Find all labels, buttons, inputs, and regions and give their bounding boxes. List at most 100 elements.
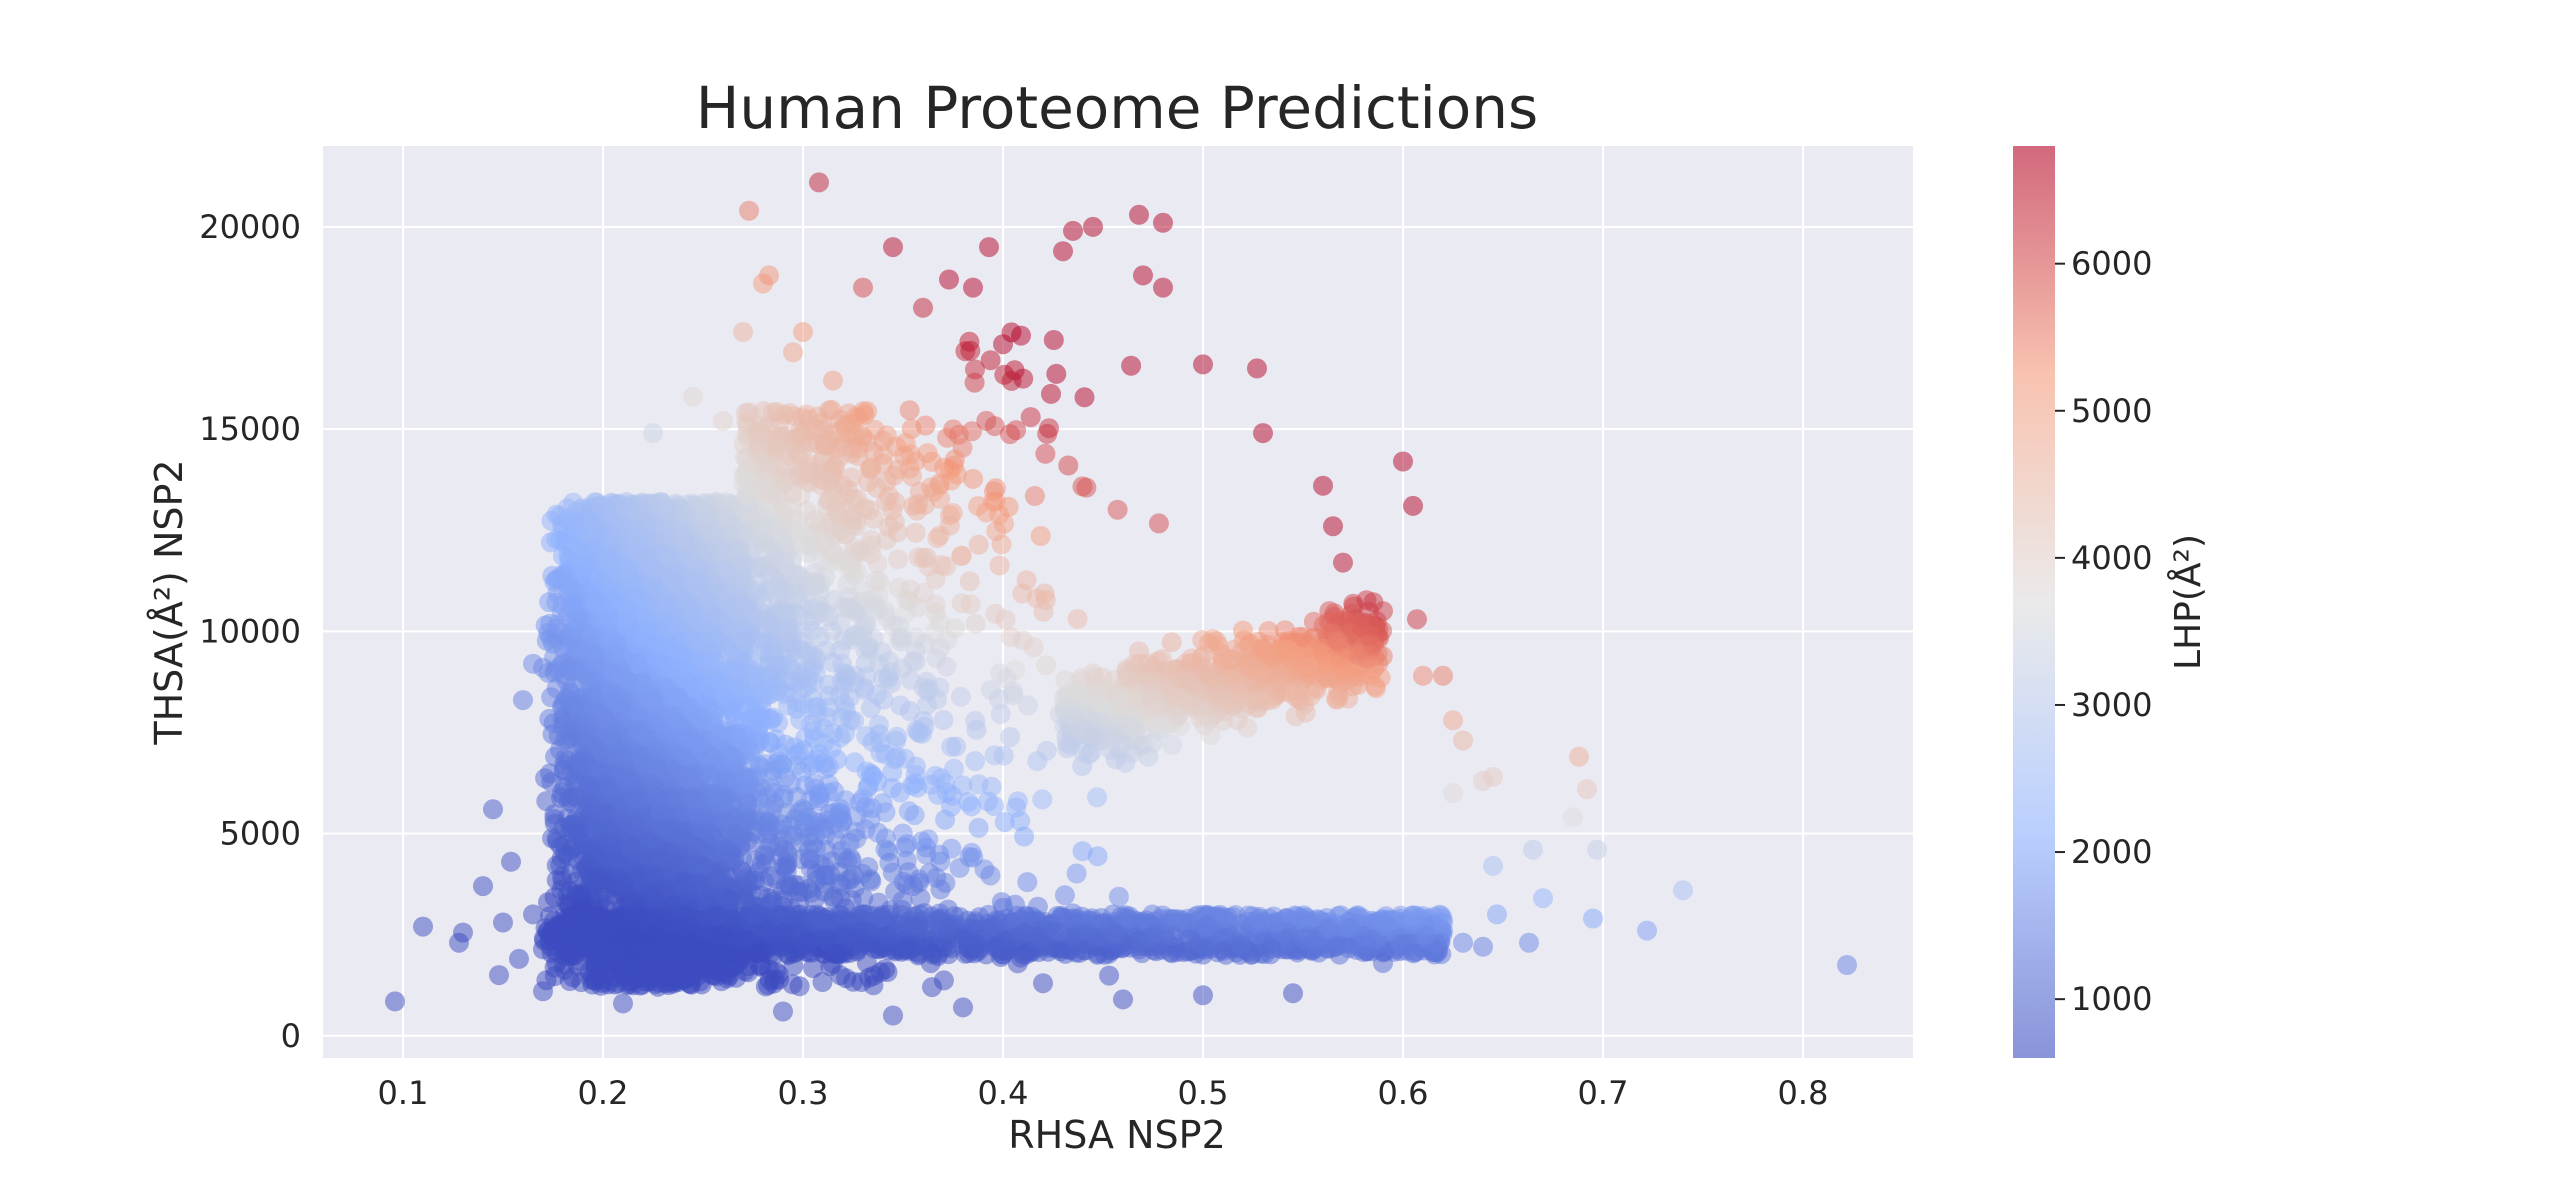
scatter-point bbox=[845, 424, 865, 444]
scatter-point bbox=[969, 535, 989, 555]
scatter-point bbox=[861, 544, 881, 564]
scatter-point bbox=[1087, 787, 1107, 807]
scatter-point bbox=[814, 462, 834, 482]
scatter-point bbox=[708, 576, 728, 596]
scatter-point bbox=[946, 737, 966, 757]
scatter-point bbox=[960, 571, 980, 591]
scatter-point bbox=[1017, 872, 1037, 892]
scatter-point bbox=[648, 492, 668, 512]
scatter-point bbox=[832, 812, 852, 832]
scatter-point bbox=[940, 516, 960, 536]
scatter-point bbox=[952, 546, 972, 566]
scatter-point bbox=[920, 863, 940, 883]
scatter-point bbox=[882, 500, 902, 520]
scatter-point bbox=[1021, 407, 1041, 427]
scatter-point bbox=[965, 711, 985, 731]
scatter-point bbox=[1014, 827, 1034, 847]
scatter-point bbox=[823, 724, 843, 744]
scatter-point bbox=[1032, 789, 1052, 809]
scatter-point bbox=[535, 768, 555, 788]
scatter-point bbox=[959, 332, 979, 352]
scatter-point bbox=[914, 583, 934, 603]
scatter-point bbox=[1036, 655, 1056, 675]
scatter-point bbox=[965, 751, 985, 771]
scatter-point bbox=[548, 614, 568, 634]
scatter-point bbox=[995, 812, 1015, 832]
scatter-point bbox=[1025, 486, 1045, 506]
scatter-point bbox=[1149, 513, 1169, 533]
scatter-point bbox=[985, 745, 1005, 765]
scatter-point bbox=[888, 522, 908, 542]
scatter-point bbox=[840, 833, 860, 853]
scatter-point bbox=[1013, 369, 1033, 389]
scatter-point bbox=[976, 411, 996, 431]
scatter-point bbox=[887, 727, 907, 747]
scatter-point bbox=[944, 759, 964, 779]
scatter-point bbox=[823, 652, 843, 672]
scatter-point bbox=[925, 766, 945, 786]
scatter-point bbox=[905, 773, 925, 793]
scatter-point bbox=[943, 419, 963, 439]
scatter-point bbox=[542, 511, 562, 531]
scatter-point bbox=[803, 672, 823, 692]
scatter-point bbox=[838, 870, 858, 890]
scatter-point bbox=[1058, 456, 1078, 476]
scatter-point bbox=[950, 858, 970, 878]
scatter-point bbox=[1024, 637, 1044, 657]
scatter-point bbox=[1044, 330, 1064, 350]
scatter-point bbox=[1031, 526, 1051, 546]
scatter-point bbox=[1000, 727, 1020, 747]
scatter-point bbox=[688, 735, 708, 755]
scatter-point bbox=[1035, 444, 1055, 464]
scatter-point bbox=[766, 729, 786, 749]
scatter-point bbox=[903, 496, 923, 516]
scatter-point bbox=[941, 797, 961, 817]
scatter-point bbox=[1034, 602, 1054, 622]
scatter-point bbox=[864, 509, 884, 529]
scatter-point bbox=[845, 752, 865, 772]
scatter-point bbox=[1121, 356, 1141, 376]
scatter-point bbox=[969, 774, 989, 794]
scatter-point bbox=[981, 350, 1001, 370]
scatter-point bbox=[801, 715, 821, 735]
scatter-point bbox=[803, 621, 823, 641]
scatter-point bbox=[1017, 570, 1037, 590]
scatter-point bbox=[758, 975, 778, 995]
scatter-point bbox=[861, 869, 881, 889]
scatter-point bbox=[547, 678, 567, 698]
scatter-point bbox=[893, 824, 913, 844]
scatter-point bbox=[961, 595, 981, 615]
scatter-point bbox=[1046, 364, 1066, 384]
scatter-point bbox=[902, 466, 922, 486]
scatter-point bbox=[890, 616, 910, 636]
scatter-point bbox=[846, 509, 866, 529]
scatter-point bbox=[907, 720, 927, 740]
scatter-point bbox=[1109, 887, 1129, 907]
scatter-point bbox=[1039, 418, 1059, 438]
scatter-point bbox=[930, 612, 950, 632]
scatter-point bbox=[999, 497, 1019, 517]
scatter-point bbox=[793, 530, 813, 550]
scatter-point bbox=[553, 871, 573, 891]
scatter-point bbox=[997, 669, 1017, 689]
scatter-point bbox=[879, 853, 899, 873]
scatter-point bbox=[936, 657, 956, 677]
scatter-point bbox=[951, 687, 971, 707]
scatter-point bbox=[906, 652, 926, 672]
scatter-point bbox=[834, 675, 854, 695]
scatter-point bbox=[600, 549, 620, 569]
scatter-point bbox=[646, 974, 666, 994]
scatter-point bbox=[930, 638, 950, 658]
scatter-point bbox=[900, 400, 920, 420]
scatter-point bbox=[978, 792, 998, 812]
scatter-point bbox=[965, 373, 985, 393]
scatter-point bbox=[1099, 966, 1119, 986]
scatter-point bbox=[757, 609, 777, 629]
scatter-point bbox=[989, 689, 1009, 709]
scatter-point bbox=[559, 722, 579, 742]
scatter-point bbox=[813, 972, 833, 992]
scatter-point bbox=[807, 749, 827, 769]
scatter-point bbox=[992, 534, 1012, 554]
